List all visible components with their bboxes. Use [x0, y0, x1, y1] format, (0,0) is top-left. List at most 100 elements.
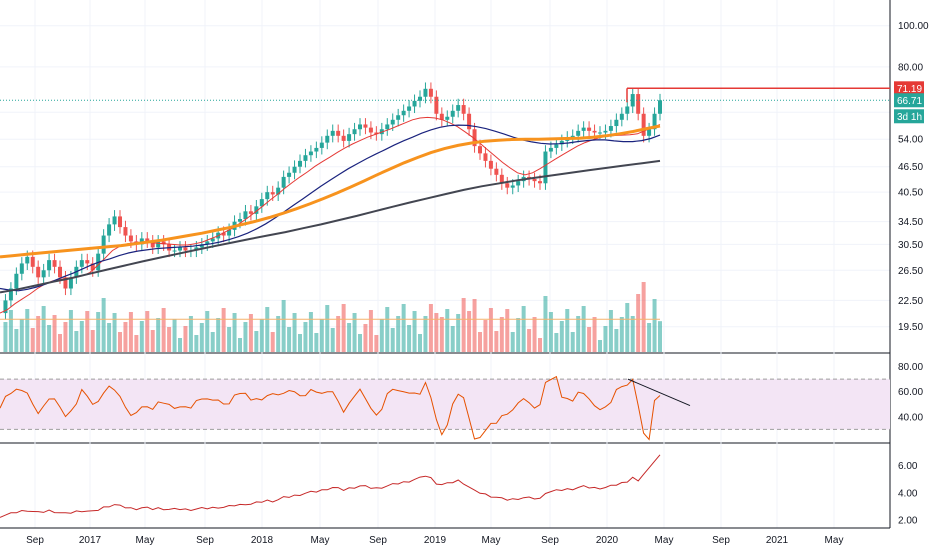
candle-body	[570, 135, 575, 138]
volume-bar	[532, 317, 537, 352]
candle-body	[336, 130, 341, 136]
price-tick-label: 34.50	[898, 217, 923, 228]
candle-body	[227, 229, 232, 236]
candle-body	[112, 216, 117, 225]
lower-pane[interactable]	[0, 454, 661, 518]
volume-bar	[592, 317, 597, 352]
volume-bar	[276, 316, 281, 352]
candle-body	[461, 105, 466, 114]
volume-pane	[0, 282, 662, 352]
candle-body	[434, 96, 439, 114]
candle-body	[647, 129, 652, 136]
candle-body	[538, 181, 542, 184]
candle-body	[374, 132, 379, 135]
time-tick-label: 2017	[79, 535, 102, 546]
candle-body	[418, 96, 422, 101]
time-tick-label: 2018	[251, 535, 274, 546]
volume-bar	[8, 310, 13, 352]
candle-body	[445, 116, 450, 120]
volume-bar	[183, 326, 188, 352]
candle-body	[401, 110, 406, 116]
volume-bar	[374, 335, 379, 352]
candle-body	[259, 199, 264, 207]
grid	[0, 0, 891, 529]
volume-bar	[270, 332, 275, 352]
volume-bar	[134, 335, 139, 352]
price-tick-label: 19.50	[898, 322, 923, 333]
volume-bar	[499, 317, 504, 352]
candle-body	[63, 277, 68, 289]
candle-body	[439, 113, 444, 120]
volume-bar	[341, 304, 346, 352]
price-tick-label: 40.50	[898, 188, 923, 199]
volume-bar	[423, 316, 428, 352]
volume-bar	[216, 318, 221, 352]
ema_short-line	[0, 116, 661, 314]
volume-bar	[434, 313, 439, 352]
volume-bar	[652, 299, 657, 352]
volume-bar	[30, 328, 35, 352]
candle-body	[270, 192, 275, 195]
volume-bar	[658, 321, 662, 352]
candle-body	[598, 132, 602, 134]
ema_mid-line	[0, 124, 661, 292]
volume-bar	[407, 325, 412, 352]
candle-body	[358, 124, 362, 130]
candle-body	[499, 174, 504, 184]
candle-body	[8, 288, 13, 301]
high-price-tag: 71.19	[897, 84, 922, 95]
candle-body	[428, 88, 433, 97]
candle-body	[221, 232, 226, 236]
time-tick-label: Sep	[196, 535, 214, 546]
candle-body	[483, 153, 488, 161]
volume-bar	[467, 311, 472, 352]
volume-bar	[298, 334, 302, 352]
volume-bar	[199, 323, 204, 352]
candle-body	[325, 135, 330, 143]
candle-body	[85, 260, 90, 264]
candle-body	[641, 113, 646, 136]
high-price-tag-bg	[894, 81, 924, 96]
time-tick-label: May	[825, 535, 844, 546]
volume-bar	[232, 313, 237, 352]
candle-body	[101, 235, 106, 254]
volume-bar	[450, 326, 455, 352]
volume-bar	[379, 319, 384, 352]
candle-body	[603, 130, 608, 133]
volume-bar	[494, 331, 499, 352]
candle-body	[363, 124, 368, 128]
volume-bar	[538, 338, 542, 352]
price-tick-label: 26.50	[898, 266, 923, 277]
volume-bar	[510, 332, 515, 352]
volume-bar	[101, 298, 106, 352]
candle-body	[58, 266, 62, 278]
candle-body	[303, 155, 308, 161]
volume-bar	[478, 332, 482, 352]
lower-tick-label: 4.00	[898, 488, 918, 499]
volume-bar	[123, 322, 128, 352]
ema_200-line	[0, 159, 661, 294]
price-tick-label: 100.00	[898, 21, 929, 32]
candle-body	[587, 127, 592, 131]
price-pane[interactable]	[0, 82, 890, 320]
candle-body	[385, 124, 390, 130]
candle-body	[205, 241, 210, 245]
volume-bar	[396, 316, 401, 352]
volume-bar	[178, 338, 182, 352]
volume-bar	[456, 314, 461, 352]
volume-bar	[128, 312, 133, 352]
volume-bar	[565, 309, 570, 352]
volume-bar	[25, 309, 30, 352]
candle-body	[505, 183, 510, 188]
candle-body	[145, 238, 150, 242]
price-tick-label: 30.50	[898, 240, 923, 251]
candle-body	[472, 129, 477, 147]
rsi-pane[interactable]	[0, 375, 890, 441]
volume-bar	[641, 282, 646, 352]
candle-body	[25, 256, 30, 264]
volume-bar	[461, 298, 466, 352]
volume-bar	[118, 332, 122, 352]
volume-bar	[14, 329, 19, 352]
volume-bar	[636, 294, 641, 352]
